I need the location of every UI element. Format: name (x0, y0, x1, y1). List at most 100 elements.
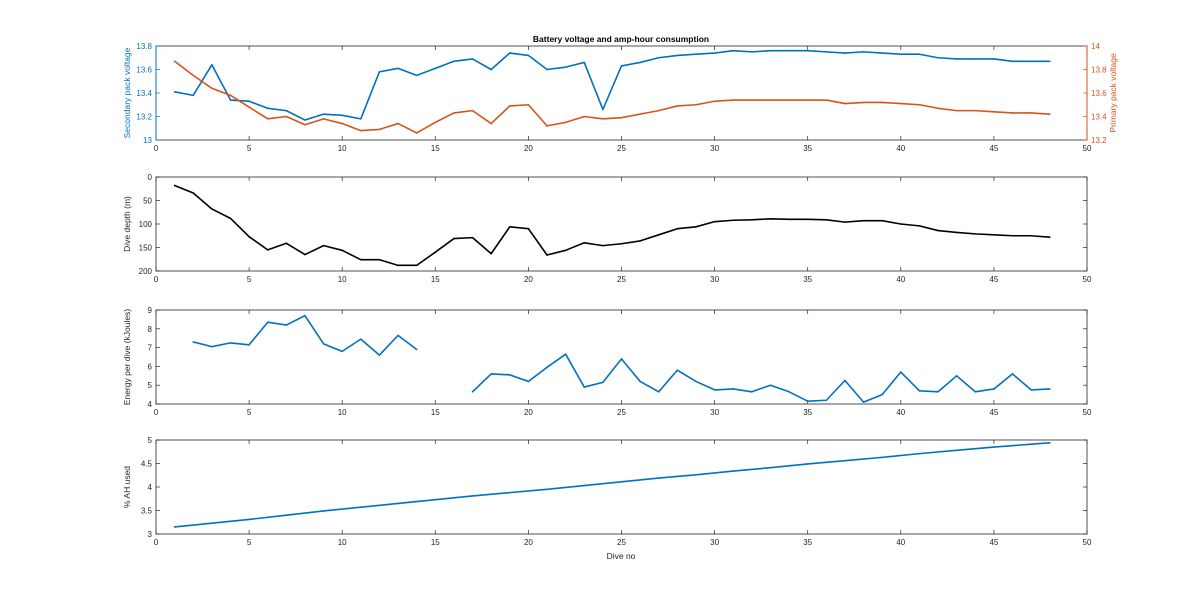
x-tick-label: 20 (524, 538, 533, 547)
y-axis-label: % AH used (122, 466, 132, 508)
data-point (471, 236, 474, 239)
data-point (769, 49, 772, 52)
data-point (285, 109, 288, 112)
data-point (844, 459, 846, 462)
x-tick-label: 15 (431, 275, 440, 284)
data-point (881, 52, 883, 54)
data-point (248, 100, 250, 103)
data-point (862, 219, 865, 222)
data-point (602, 108, 604, 111)
data-point (620, 116, 623, 119)
y-tick-label: 8 (148, 325, 153, 334)
data-point (322, 510, 325, 512)
data-point (620, 242, 623, 245)
data-point (508, 52, 511, 54)
data-point (732, 219, 735, 222)
y-tick-label: 200 (139, 267, 153, 276)
data-point (248, 518, 250, 521)
data-point (769, 218, 772, 220)
data-point (341, 122, 344, 125)
data-point (434, 251, 437, 253)
x-tick-label: 35 (803, 275, 812, 284)
x-tick-label: 0 (154, 144, 159, 153)
data-point (955, 109, 958, 112)
data-point (546, 68, 548, 71)
y-tick-label: 4 (148, 483, 153, 492)
data-point (564, 121, 567, 124)
data-point (341, 350, 344, 353)
data-point (415, 132, 418, 134)
data-point (546, 366, 548, 369)
x-tick-label: 30 (710, 144, 719, 153)
data-point (751, 99, 753, 101)
data-point (620, 481, 623, 483)
data-point (639, 240, 641, 242)
x-tick-label: 0 (154, 538, 159, 547)
data-point (378, 71, 381, 73)
data-point (657, 56, 660, 59)
x-tick-label: 5 (247, 538, 252, 547)
data-point (676, 54, 679, 57)
data-point (844, 52, 846, 54)
data-point (900, 53, 902, 56)
x-tick-label: 50 (1083, 538, 1092, 547)
data-point (806, 49, 809, 52)
data-point (173, 184, 176, 187)
data-point (248, 343, 250, 346)
data-point (788, 99, 790, 101)
data-point (583, 242, 586, 244)
data-point (862, 401, 865, 403)
x-tick-label: 45 (989, 538, 998, 547)
x-tick-label: 5 (247, 275, 252, 284)
y-tick-label: 3 (148, 530, 153, 539)
series-line-1 (174, 184, 1050, 267)
x-tick-label: 20 (524, 275, 533, 284)
data-point (434, 67, 437, 70)
data-point (471, 495, 474, 497)
data-point (341, 114, 344, 117)
data-point (471, 58, 474, 60)
data-point (918, 225, 921, 227)
x-tick-label: 25 (617, 538, 626, 547)
data-point (695, 226, 697, 228)
y-tick-label: 3.5 (141, 507, 153, 516)
data-point (211, 345, 213, 348)
x-tick-label: 45 (989, 408, 998, 417)
data-point (211, 208, 213, 210)
y-right-tick-label: 13.4 (1091, 113, 1107, 122)
x-tick-label: 50 (1083, 144, 1092, 153)
data-point (564, 66, 567, 68)
data-point (732, 470, 735, 472)
x-tick-label: 45 (989, 275, 998, 284)
x-tick-label: 40 (896, 538, 905, 547)
data-point (918, 452, 921, 455)
data-point (974, 390, 977, 393)
y-tick-label: 50 (143, 197, 152, 206)
data-point (378, 128, 381, 131)
data-point (1030, 112, 1032, 114)
data-point (564, 353, 567, 355)
data-point (211, 64, 213, 66)
data-point (695, 53, 697, 56)
y-tick-label: 13.8 (136, 42, 152, 51)
data-point (322, 244, 325, 247)
data-point (713, 100, 716, 103)
data-point (974, 233, 977, 235)
x-tick-label: 30 (710, 275, 719, 284)
data-point (322, 113, 325, 115)
y-axis-label: Energy per dive (kJoules) (122, 309, 132, 406)
x-tick-label: 10 (338, 538, 347, 547)
data-point (695, 380, 697, 383)
y-tick-label: 13.6 (136, 66, 152, 75)
data-point (695, 473, 697, 476)
panels-group: 0 5 10 15 20 25 30 35 40 45 501313.213.413.613.813… (122, 42, 1118, 547)
y-tick-label: 13 (143, 136, 152, 145)
data-point (546, 254, 548, 256)
data-point (322, 118, 325, 120)
y-tick-label: 4.5 (141, 460, 153, 469)
data-point (415, 264, 418, 267)
data-point (434, 121, 437, 124)
data-point (732, 49, 735, 52)
data-point (490, 122, 492, 125)
